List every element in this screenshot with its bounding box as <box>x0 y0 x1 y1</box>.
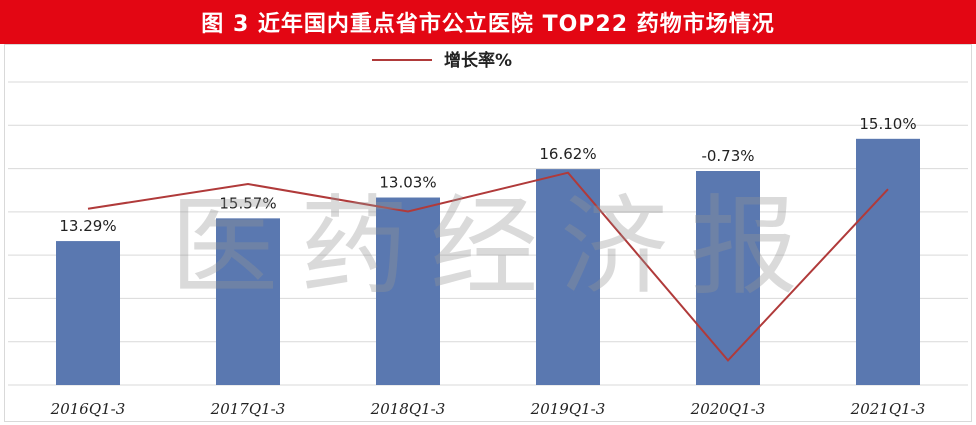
data-label: -0.73% <box>701 147 754 165</box>
title-bar: 图 3 近年国内重点省市公立医院 TOP22 药物市场情况 <box>0 0 976 44</box>
bar <box>536 169 600 385</box>
x-tick-label: 2016Q1-3 <box>50 400 126 418</box>
plot-border <box>4 44 972 422</box>
x-tick-label: 2020Q1-3 <box>690 400 766 418</box>
x-tick-label: 2021Q1-3 <box>850 400 926 418</box>
bar <box>856 138 920 385</box>
data-label: 13.03% <box>379 174 436 192</box>
bar <box>56 241 120 385</box>
data-label: 13.29% <box>59 217 116 235</box>
growth-rate-line <box>87 171 889 362</box>
bar <box>696 171 760 385</box>
bar <box>376 197 440 385</box>
chart-title: 图 3 近年国内重点省市公立医院 TOP22 药物市场情况 <box>201 12 775 37</box>
x-tick-label: 2019Q1-3 <box>530 400 606 418</box>
bar <box>216 218 280 385</box>
data-label: 16.62% <box>539 145 596 163</box>
x-tick-label: 2018Q1-3 <box>370 400 446 418</box>
data-label: 15.57% <box>219 194 276 212</box>
data-label: 15.10% <box>859 115 916 133</box>
x-tick-label: 2017Q1-3 <box>210 400 286 418</box>
legend-label: 增长率% <box>444 50 512 71</box>
